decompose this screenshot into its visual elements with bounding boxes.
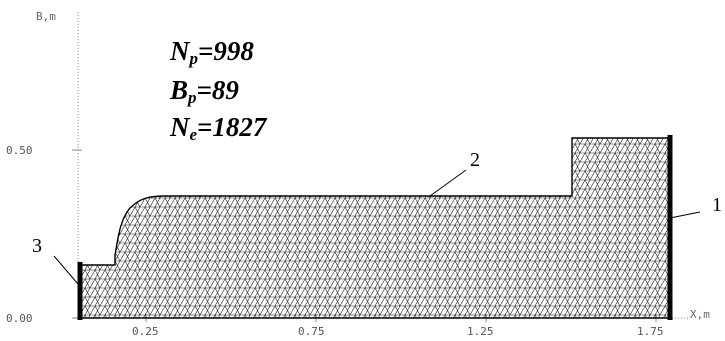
x-tick-label-075: 0.75 <box>298 325 325 338</box>
param-np-value: =998 <box>198 36 254 66</box>
x-tick-label-125: 1.25 <box>467 325 494 338</box>
param-np-sub: p <box>189 49 199 68</box>
param-bp-value: =89 <box>196 75 239 105</box>
callout-leader-2 <box>429 169 467 197</box>
callout-label-3: 3 <box>32 235 42 257</box>
param-ne-symbol: N <box>170 112 190 142</box>
param-ne-sub: e <box>189 125 198 144</box>
x-axis-title: X,m <box>690 308 710 321</box>
param-ne: Ne=1827 <box>170 112 267 144</box>
param-bp: Bp=89 <box>170 75 239 107</box>
callouts: 2 1 3 <box>32 149 722 285</box>
callout-label-1: 1 <box>712 194 722 216</box>
y-tick-label-050: 0.50 <box>6 144 33 157</box>
y-axis-title: B,m <box>36 10 56 23</box>
y-tick-label-000: 0.00 <box>6 312 33 325</box>
param-bp-symbol: B <box>170 75 189 105</box>
param-bp-sub: p <box>188 88 197 107</box>
x-tick-label-025: 0.25 <box>132 325 159 338</box>
x-tick-label-175: 1.75 <box>637 325 664 338</box>
param-np: Np=998 <box>170 36 254 68</box>
callout-leader-1 <box>669 211 701 219</box>
mesh-domain <box>79 137 671 319</box>
param-ne-value: =1827 <box>197 112 267 142</box>
callout-leader-3 <box>53 255 79 285</box>
callout-label-2: 2 <box>470 149 480 171</box>
param-np-symbol: N <box>170 36 190 66</box>
